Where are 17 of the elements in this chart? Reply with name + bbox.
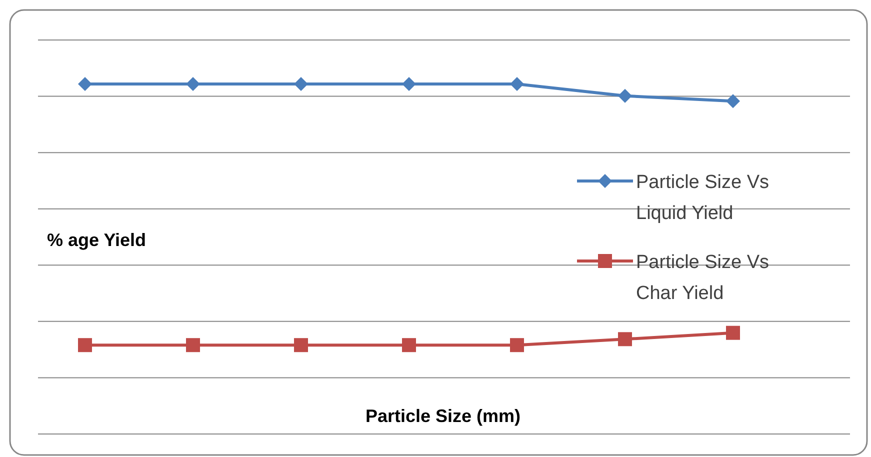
point xyxy=(402,338,416,352)
point xyxy=(186,77,200,91)
point xyxy=(186,338,200,352)
point xyxy=(294,77,308,91)
legend-label: Particle Size Vs Liquid Yield xyxy=(636,172,770,224)
point xyxy=(618,332,632,346)
point xyxy=(78,338,92,352)
point xyxy=(402,77,416,91)
point xyxy=(618,88,632,103)
point xyxy=(510,338,524,352)
point xyxy=(726,326,740,340)
point xyxy=(78,77,92,91)
point xyxy=(726,94,740,108)
x-axis-title: Particle Size (mm) xyxy=(365,406,521,426)
y-axis-title: % age Yield xyxy=(47,230,146,250)
point xyxy=(294,338,308,352)
point xyxy=(510,77,524,91)
